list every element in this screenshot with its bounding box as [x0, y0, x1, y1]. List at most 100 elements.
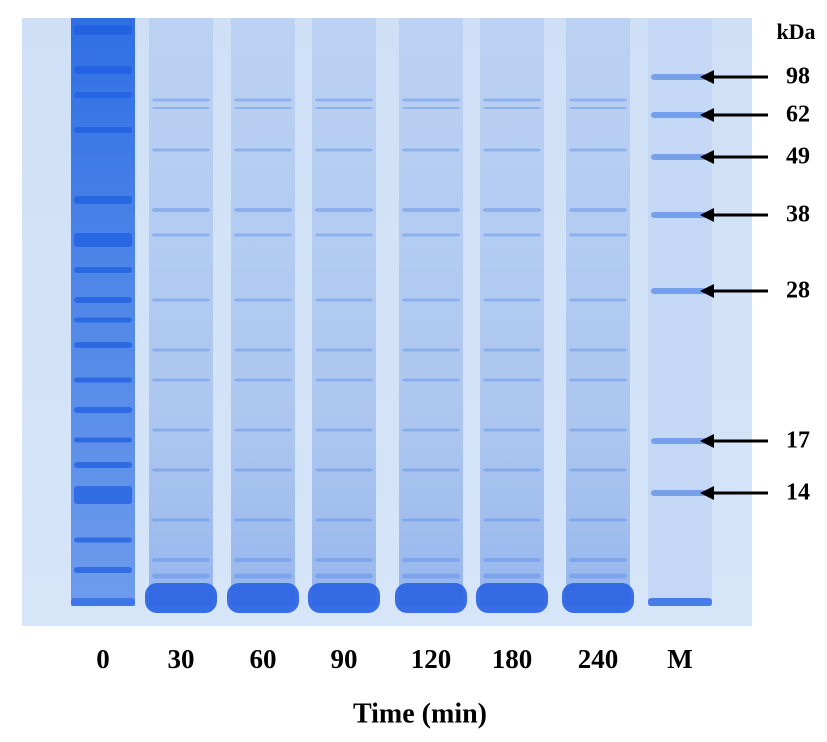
band: [74, 297, 132, 303]
band: [483, 348, 541, 352]
band: [74, 233, 132, 247]
band: [315, 428, 373, 432]
arrow-head: [700, 486, 714, 500]
band: [483, 208, 541, 212]
band: [315, 98, 373, 102]
band: [234, 233, 292, 237]
band: [315, 148, 373, 152]
band: [402, 468, 460, 472]
band: [483, 558, 541, 562]
band: [74, 342, 132, 348]
band: [402, 378, 460, 382]
band: [315, 107, 373, 109]
band: [483, 573, 541, 579]
band: [152, 428, 210, 432]
band: [234, 107, 292, 109]
marker-label: 62: [786, 102, 810, 128]
band: [483, 468, 541, 472]
band: [234, 468, 292, 472]
marker-label: 17: [786, 428, 810, 454]
band: [315, 573, 373, 579]
band: [402, 348, 460, 352]
band: [152, 233, 210, 237]
band: [74, 407, 132, 413]
band: [651, 490, 709, 496]
band: [651, 74, 709, 80]
band: [74, 567, 132, 573]
band: [402, 208, 460, 212]
dye-front: [227, 583, 299, 613]
unit-label: kDa: [776, 19, 815, 44]
band: [315, 298, 373, 302]
band: [569, 233, 627, 237]
band: [234, 208, 292, 212]
band: [483, 298, 541, 302]
band: [569, 573, 627, 579]
band: [569, 208, 627, 212]
band: [402, 428, 460, 432]
band: [569, 468, 627, 472]
lane: [312, 18, 376, 606]
band: [74, 196, 132, 204]
gel-background: [22, 18, 752, 626]
band: [483, 107, 541, 109]
band: [234, 298, 292, 302]
lane-label: 30: [168, 644, 195, 674]
band: [483, 98, 541, 102]
band: [74, 25, 132, 35]
band: [569, 558, 627, 562]
band: [315, 468, 373, 472]
lane-label: 0: [96, 644, 110, 674]
band: [74, 127, 132, 133]
dye-front: [71, 598, 135, 606]
arrow-head: [700, 108, 714, 122]
band: [569, 378, 627, 382]
band: [651, 438, 709, 444]
band: [483, 233, 541, 237]
band: [234, 98, 292, 102]
band: [651, 288, 709, 294]
lane: [231, 18, 295, 606]
band: [569, 428, 627, 432]
lane: [566, 18, 630, 606]
band: [74, 437, 132, 443]
band: [569, 298, 627, 302]
band: [152, 518, 210, 522]
arrow-head: [700, 208, 714, 222]
lane-label: 240: [578, 644, 619, 674]
band: [315, 378, 373, 382]
marker-label: 38: [786, 202, 810, 228]
band: [483, 378, 541, 382]
band: [74, 486, 132, 504]
band: [402, 98, 460, 102]
arrow-head: [700, 150, 714, 164]
lanes: [71, 18, 712, 613]
dye-front: [145, 583, 217, 613]
dye-front: [562, 583, 634, 613]
band: [315, 558, 373, 562]
marker-label: 49: [786, 144, 810, 170]
band: [315, 233, 373, 237]
band: [483, 518, 541, 522]
band: [315, 348, 373, 352]
lane: [480, 18, 544, 606]
band: [651, 112, 709, 118]
band: [234, 558, 292, 562]
marker-label: 14: [786, 480, 810, 506]
band: [651, 212, 709, 218]
band: [402, 298, 460, 302]
arrow-head: [700, 284, 714, 298]
marker-arrows: [700, 70, 768, 500]
band: [651, 154, 709, 160]
band: [234, 148, 292, 152]
arrow-head: [700, 434, 714, 448]
band: [74, 462, 132, 468]
marker-label: 98: [786, 64, 810, 90]
band: [152, 298, 210, 302]
band: [234, 348, 292, 352]
band: [152, 573, 210, 579]
band: [152, 148, 210, 152]
band: [74, 92, 132, 98]
dye-front: [308, 583, 380, 613]
